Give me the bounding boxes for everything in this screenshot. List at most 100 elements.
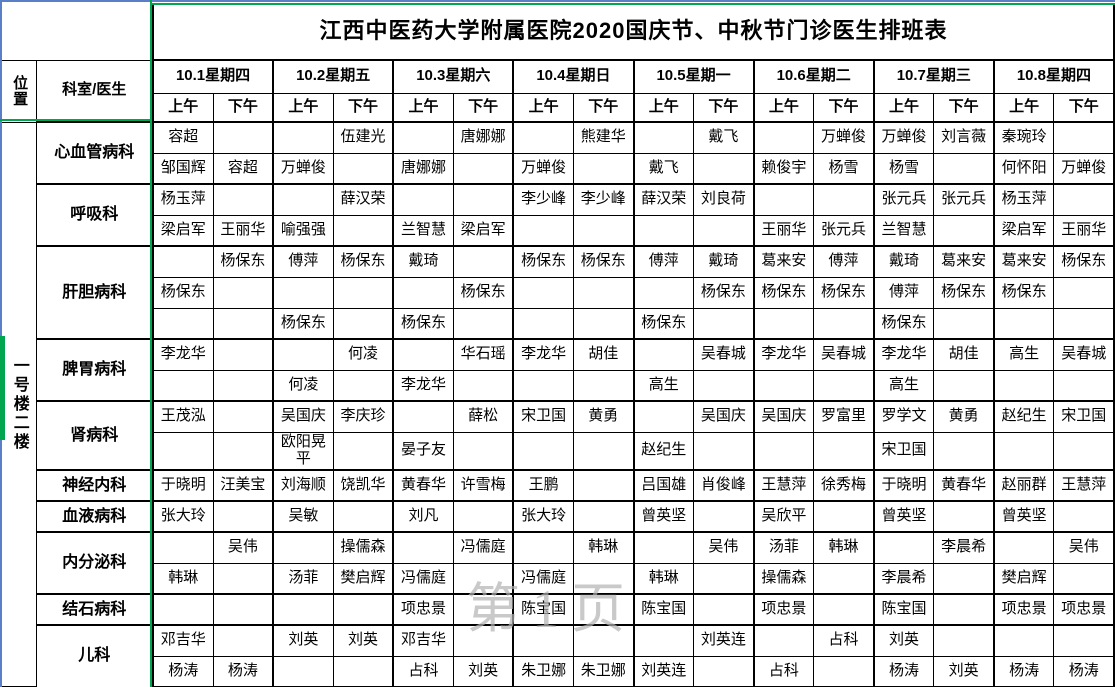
schedule-cell[interactable] [813, 562, 875, 595]
schedule-cell[interactable]: 吴春城 [693, 338, 755, 371]
schedule-cell[interactable]: 王丽华 [1053, 214, 1115, 247]
schedule-cell[interactable]: 戴飞 [693, 121, 755, 154]
schedule-cell[interactable]: 容超 [212, 152, 274, 185]
schedule-cell[interactable] [512, 624, 574, 657]
schedule-cell[interactable]: 王丽华 [212, 214, 274, 247]
schedule-cell[interactable]: 曾英坚 [992, 500, 1055, 533]
schedule-cell[interactable] [452, 431, 514, 471]
schedule-cell[interactable]: 梁启军 [452, 214, 514, 247]
schedule-cell[interactable]: 吴国庆 [272, 400, 334, 433]
schedule-cell[interactable] [632, 214, 695, 247]
schedule-cell[interactable]: 杨保东 [272, 307, 334, 340]
schedule-cell[interactable]: 兰智慧 [392, 214, 454, 247]
schedule-cell[interactable] [212, 183, 274, 216]
schedule-cell[interactable]: 杨涛 [1053, 655, 1115, 687]
schedule-cell[interactable]: 杨雪 [872, 152, 935, 185]
schedule-cell[interactable]: 韩琳 [572, 531, 635, 564]
schedule-cell[interactable] [1053, 431, 1115, 471]
schedule-cell[interactable]: 杨雪 [813, 152, 875, 185]
schedule-cell[interactable] [1053, 121, 1115, 154]
schedule-cell[interactable]: 汤菲 [752, 531, 815, 564]
schedule-cell[interactable]: 薛汉荣 [332, 183, 394, 216]
schedule-cell[interactable]: 刘英连 [693, 624, 755, 657]
schedule-cell[interactable]: 樊启辉 [992, 562, 1055, 595]
schedule-cell[interactable] [632, 624, 695, 657]
schedule-cell[interactable]: 刘英 [272, 624, 334, 657]
schedule-cell[interactable]: 王鹏 [512, 469, 574, 502]
schedule-cell[interactable] [693, 562, 755, 595]
schedule-cell[interactable]: 吴春城 [813, 338, 875, 371]
schedule-cell[interactable] [632, 276, 695, 309]
schedule-cell[interactable]: 高生 [992, 338, 1055, 371]
schedule-cell[interactable]: 项忠景 [1053, 593, 1115, 626]
schedule-cell[interactable]: 吕国雄 [632, 469, 695, 502]
schedule-cell[interactable]: 兰智慧 [872, 214, 935, 247]
schedule-cell[interactable] [992, 531, 1055, 564]
schedule-cell[interactable]: 刘海顺 [272, 469, 334, 502]
schedule-cell[interactable] [693, 369, 755, 402]
schedule-cell[interactable]: 欧阳晃平 [272, 431, 334, 471]
schedule-cell[interactable] [1053, 562, 1115, 595]
schedule-cell[interactable]: 容超 [151, 121, 214, 154]
schedule-cell[interactable]: 吴伟 [212, 531, 274, 564]
schedule-cell[interactable] [272, 121, 334, 154]
position-header[interactable]: 位置 [0, 59, 37, 123]
schedule-cell[interactable] [632, 338, 695, 371]
schedule-cell[interactable] [1053, 369, 1115, 402]
session-header-am[interactable]: 上午 [992, 92, 1055, 123]
schedule-cell[interactable]: 杨保东 [212, 245, 274, 278]
schedule-cell[interactable]: 葛来安 [933, 245, 995, 278]
schedule-cell[interactable]: 李晨希 [933, 531, 995, 564]
schedule-cell[interactable] [752, 369, 815, 402]
schedule-cell[interactable]: 于晓明 [872, 469, 935, 502]
schedule-cell[interactable]: 陈宝国 [872, 593, 935, 626]
schedule-cell[interactable]: 万蝉俊 [1053, 152, 1115, 185]
schedule-cell[interactable] [572, 152, 635, 185]
schedule-cell[interactable] [752, 624, 815, 657]
schedule-cell[interactable]: 黄勇 [933, 400, 995, 433]
session-header-pm[interactable]: 下午 [572, 92, 635, 123]
day-header[interactable]: 10.5星期一 [632, 59, 755, 94]
schedule-cell[interactable]: 陈宝国 [512, 593, 574, 626]
schedule-cell[interactable]: 曾英坚 [872, 500, 935, 533]
schedule-cell[interactable]: 樊启辉 [332, 562, 394, 595]
department-name[interactable]: 肝胆病科 [35, 245, 154, 340]
schedule-cell[interactable] [512, 307, 574, 340]
day-header[interactable]: 10.7星期三 [872, 59, 995, 94]
schedule-cell[interactable]: 饶凯华 [332, 469, 394, 502]
schedule-cell[interactable] [933, 369, 995, 402]
schedule-cell[interactable]: 李龙华 [151, 338, 214, 371]
department-name[interactable]: 脾胃病科 [35, 338, 154, 402]
schedule-cell[interactable]: 戴琦 [392, 245, 454, 278]
schedule-cell[interactable]: 曾英坚 [632, 500, 695, 533]
department-name[interactable]: 呼吸科 [35, 183, 154, 247]
schedule-cell[interactable]: 王慧萍 [752, 469, 815, 502]
schedule-cell[interactable] [392, 531, 454, 564]
schedule-cell[interactable]: 高生 [872, 369, 935, 402]
schedule-cell[interactable] [1053, 276, 1115, 309]
schedule-cell[interactable] [693, 593, 755, 626]
location-cell[interactable]: 一号楼二楼 [0, 121, 37, 687]
schedule-cell[interactable]: 杨涛 [212, 655, 274, 687]
schedule-cell[interactable]: 朱卫娜 [512, 655, 574, 687]
schedule-cell[interactable]: 熊建华 [572, 121, 635, 154]
session-header-am[interactable]: 上午 [512, 92, 574, 123]
schedule-cell[interactable]: 高生 [632, 369, 695, 402]
schedule-cell[interactable]: 唐娜娜 [452, 121, 514, 154]
schedule-cell[interactable] [151, 307, 214, 340]
schedule-cell[interactable]: 杨涛 [151, 655, 214, 687]
day-header[interactable]: 10.2星期五 [272, 59, 394, 94]
schedule-cell[interactable] [272, 531, 334, 564]
schedule-cell[interactable]: 王慧萍 [1053, 469, 1115, 502]
schedule-cell[interactable] [392, 121, 454, 154]
schedule-cell[interactable] [572, 431, 635, 471]
schedule-cell[interactable] [212, 307, 274, 340]
schedule-cell[interactable]: 李龙华 [392, 369, 454, 402]
schedule-cell[interactable] [933, 431, 995, 471]
schedule-cell[interactable]: 赖俊宇 [752, 152, 815, 185]
schedule-cell[interactable]: 于晓明 [151, 469, 214, 502]
schedule-cell[interactable] [1053, 624, 1115, 657]
schedule-cell[interactable] [151, 593, 214, 626]
schedule-cell[interactable] [212, 593, 274, 626]
schedule-cell[interactable]: 杨保东 [632, 307, 695, 340]
